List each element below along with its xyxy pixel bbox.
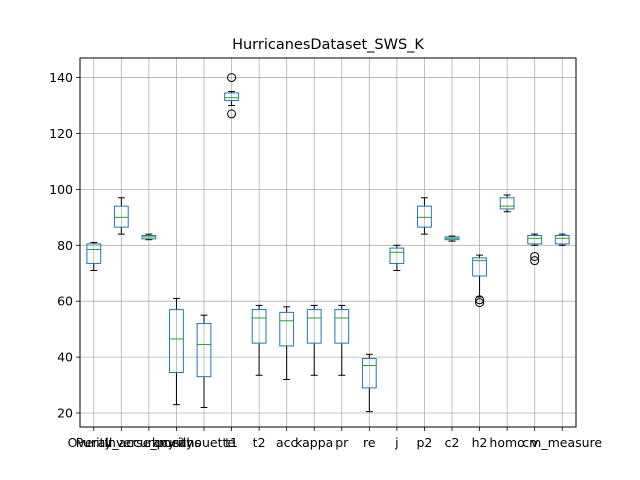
box-kmeans bbox=[169, 297, 184, 406]
flier-point bbox=[227, 73, 237, 83]
x-tick-label: Overall_accuracy bbox=[68, 435, 176, 450]
box-t2 bbox=[251, 304, 267, 376]
box-pr bbox=[334, 304, 350, 376]
x-tick-label: kappa bbox=[295, 435, 333, 450]
flier-point bbox=[475, 295, 485, 305]
y-axis: 20 40 60 80 100 120 140 bbox=[49, 70, 80, 421]
box-acc bbox=[279, 306, 295, 380]
box-body bbox=[251, 309, 267, 344]
box-h2 bbox=[472, 254, 487, 308]
x-tick-label: pr bbox=[335, 435, 349, 450]
box-body bbox=[499, 197, 515, 210]
x-tick-label: v bbox=[531, 435, 539, 450]
x-tick-label: t1 bbox=[225, 435, 238, 450]
box-body bbox=[554, 235, 570, 245]
box-t1 bbox=[224, 73, 239, 119]
box-body bbox=[86, 243, 102, 264]
x-tick-label: p2 bbox=[416, 435, 432, 450]
box-j bbox=[389, 244, 405, 271]
boxes bbox=[86, 73, 570, 413]
x-tick-label: j bbox=[394, 435, 398, 450]
box-homo bbox=[499, 194, 515, 213]
grid bbox=[80, 58, 576, 427]
y-tick-label: 60 bbox=[57, 294, 73, 309]
flier-point bbox=[530, 251, 540, 261]
box-body bbox=[527, 235, 543, 245]
box-body bbox=[334, 309, 350, 344]
y-tick-label: 80 bbox=[57, 238, 73, 253]
x-tick-label: re bbox=[363, 435, 376, 450]
box-body bbox=[279, 311, 295, 347]
x-tick-label: h2 bbox=[472, 435, 488, 450]
box-p2 bbox=[417, 197, 432, 235]
box-Inverse_purity bbox=[141, 233, 157, 241]
y-tick-label: 20 bbox=[57, 406, 73, 421]
y-tick-label: 40 bbox=[57, 350, 73, 365]
box-Purity bbox=[86, 242, 102, 271]
x-tick-label: t2 bbox=[253, 435, 266, 450]
x-tick-label: silhouette bbox=[173, 435, 235, 450]
box-Overall_accuracy bbox=[113, 197, 129, 235]
box-silhouette bbox=[196, 314, 212, 408]
box-body bbox=[389, 247, 405, 264]
x-tick-label: kmeans bbox=[152, 435, 201, 450]
box-body bbox=[224, 92, 239, 101]
box-c2 bbox=[444, 235, 460, 242]
plot-frame bbox=[79, 57, 577, 428]
chart-title: HurricanesDataset_SWS_K bbox=[232, 37, 424, 53]
y-tick-label: 120 bbox=[49, 126, 73, 141]
box-body bbox=[361, 358, 377, 389]
x-tick-label: Purity bbox=[76, 435, 113, 450]
box-body bbox=[306, 309, 322, 344]
x-tick-label: cm_measure bbox=[522, 435, 602, 450]
box-kappa bbox=[306, 304, 322, 376]
x-tick-label: c2 bbox=[445, 435, 460, 450]
box-v bbox=[527, 233, 543, 266]
box-cm_measure bbox=[554, 233, 570, 246]
box-body bbox=[417, 205, 432, 228]
x-tick-label: Inverse_purity bbox=[104, 435, 194, 450]
box-body bbox=[472, 257, 487, 277]
flier-point bbox=[227, 109, 237, 119]
box-body bbox=[169, 309, 184, 373]
x-tick-label: homo bbox=[489, 435, 524, 450]
x-tick-label: acc bbox=[276, 435, 298, 450]
y-tick-label: 140 bbox=[49, 70, 73, 85]
box-body bbox=[196, 323, 212, 378]
y-tick-label: 100 bbox=[49, 182, 73, 197]
flier-point bbox=[475, 298, 485, 308]
box-re bbox=[361, 353, 377, 413]
box-body bbox=[113, 205, 129, 228]
flier-point bbox=[530, 256, 540, 266]
x-axis: PurityOverall_accuracyInverse_puritykmea… bbox=[68, 427, 602, 450]
